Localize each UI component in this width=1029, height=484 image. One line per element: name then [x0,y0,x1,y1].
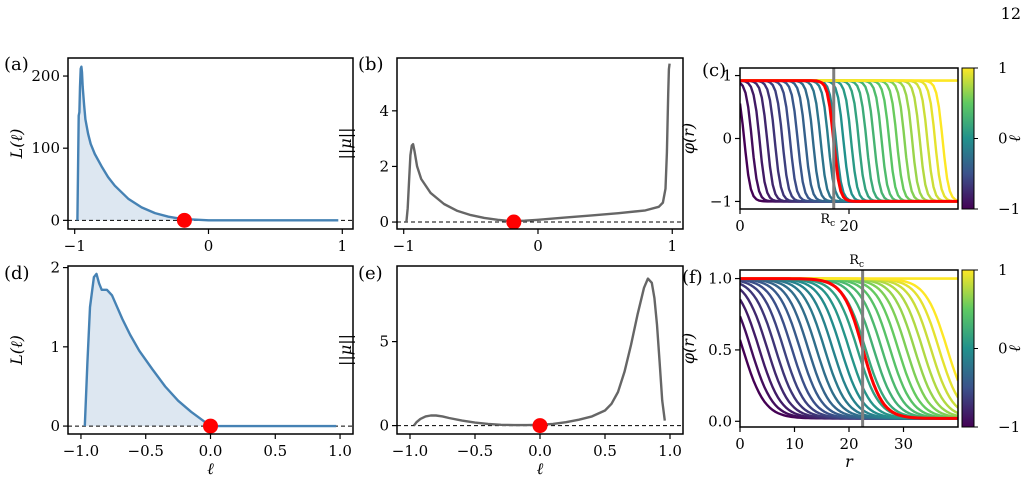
x-tick-label: 20 [839,435,858,453]
x-tick-label: 0 [735,217,745,235]
y-tick-label: 0 [379,417,389,435]
rc-label: Rc [849,253,864,270]
series-line [83,272,337,428]
axes-frame [67,57,354,230]
panel-label: (f) [682,267,703,288]
rc-label-subscript: c [859,260,864,270]
x-tick-label: −1.0 [392,442,428,460]
x-tick-label: 1 [667,237,677,255]
page-number: 12 [1000,4,1021,23]
x-tick-label: 0.5 [593,442,617,460]
y-tick-label: 2 [50,259,60,277]
series-line [405,63,671,223]
x-tick-label: 1 [338,237,348,255]
y-axis-label: φ(r) [679,333,698,364]
series-line [412,277,666,427]
panel-b [392,57,684,234]
x-tick-label: −0.5 [128,442,164,460]
panel-label: (e) [358,263,383,284]
axes-frame [396,265,684,435]
panel-d [63,265,354,439]
x-axis-label: ℓ [537,459,544,478]
colorbar-tick-label: 0 [998,340,1008,358]
x-tick-label: 20 [839,217,858,235]
x-tick-label: 0 [533,237,543,255]
panel-a [63,57,354,234]
y-tick-label: 0 [722,130,732,148]
y-tick-label: 0 [50,211,60,229]
axes-frame [396,57,684,230]
y-tick-label: 100 [31,139,60,157]
area-fill [84,273,337,427]
x-tick-label: 0 [204,237,214,255]
x-axis-label: r [845,452,854,471]
y-tick-label: 0.0 [708,412,732,430]
colorbar [961,269,975,428]
panel-label: (b) [358,54,384,75]
y-axis-label: ||μ|| [336,334,355,366]
x-axis-label: ℓ [207,459,214,478]
panel-f [735,269,978,432]
colorbar-tick-label: 1 [998,59,1008,77]
x-tick-label: 10 [785,435,804,453]
panel-e [392,265,684,439]
y-tick-label: 1 [50,338,60,356]
y-tick-label: 5 [379,333,389,351]
rc-label: Rc [820,212,835,229]
x-tick-label: 1.0 [328,442,352,460]
x-tick-label: 0.0 [528,442,552,460]
panel-label: (d) [4,263,30,284]
colorbar-tick-label: −1 [998,200,1020,218]
panel-label: (a) [4,54,29,75]
y-tick-label: −1 [710,192,732,210]
x-tick-label: −1 [64,237,86,255]
panel-c [735,67,978,214]
y-tick-label: 0 [379,213,389,231]
critical-point-marker [176,212,192,228]
x-tick-label: 1.0 [658,442,682,460]
y-tick-label: 0 [50,417,60,435]
y-axis-label: L(ℓ) [7,129,26,160]
y-axis-label: ||μ|| [336,128,355,160]
colorbar-label: ℓ [1005,345,1024,352]
y-tick-label: 1 [722,67,732,85]
critical-profile-curve [740,277,958,420]
colorbar-tick-label: 1 [998,261,1008,279]
colorbar [961,67,975,210]
y-tick-label: 2 [379,157,389,175]
critical-point-marker [506,214,522,230]
y-tick-label: 4 [379,102,389,120]
x-tick-label: −1.0 [63,442,99,460]
area-fill [77,66,339,221]
x-tick-label: −1 [393,237,415,255]
x-tick-label: 0.5 [263,442,287,460]
critical-point-marker [203,418,218,434]
x-tick-label: −0.5 [457,442,493,460]
colorbar-tick-label: 0 [998,130,1008,148]
y-axis-label: φ(r) [679,123,698,154]
critical-point-marker [532,418,548,434]
y-tick-label: 1.0 [708,270,732,288]
critical-profile-curve [740,79,958,203]
y-tick-label: 0.5 [708,341,732,359]
colorbar-tick-label: −1 [998,418,1020,436]
colorbar-label: ℓ [1005,135,1024,142]
y-tick-label: 200 [31,67,60,85]
x-tick-label: 0.0 [199,442,223,460]
series-line [76,65,339,222]
y-axis-label: L(ℓ) [7,335,26,366]
panel-label: (c) [702,60,726,81]
rc-label-subscript: c [830,219,835,229]
x-tick-label: 0 [735,435,745,453]
x-tick-label: 30 [894,435,913,453]
